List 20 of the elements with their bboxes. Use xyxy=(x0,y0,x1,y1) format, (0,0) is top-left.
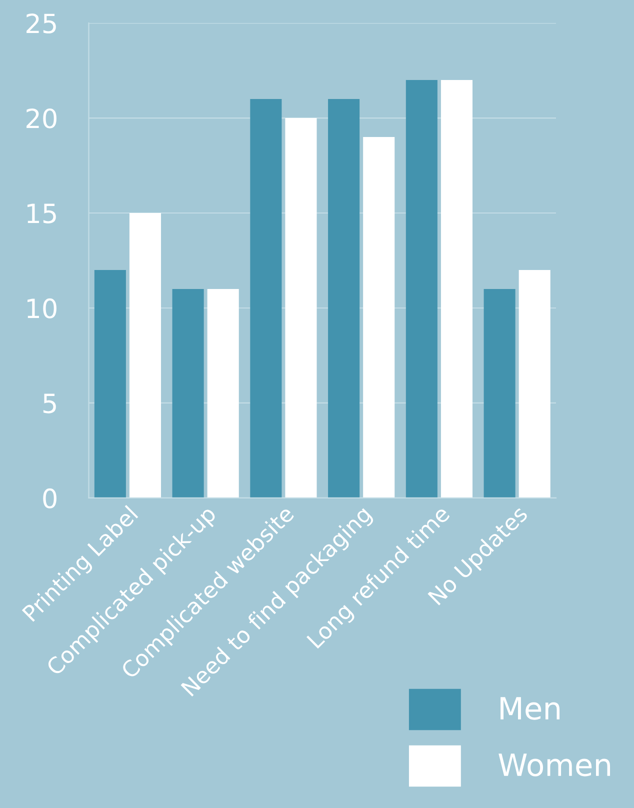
bar xyxy=(484,288,516,498)
bar xyxy=(94,270,126,498)
legend-label: Women xyxy=(498,754,610,776)
y-tick-label: 10 xyxy=(28,298,56,318)
bar xyxy=(440,80,472,498)
bar xyxy=(207,288,239,498)
legend-label: Men xyxy=(500,697,560,720)
bar xyxy=(406,80,438,498)
y-tick-label: 0 xyxy=(43,488,56,508)
y-tick-label: 20 xyxy=(26,108,56,128)
y-tick-label: 15 xyxy=(28,204,56,224)
bar xyxy=(518,270,550,498)
bar xyxy=(328,99,360,498)
bar xyxy=(250,99,282,498)
bar xyxy=(172,288,204,498)
bar xyxy=(129,213,161,498)
y-tick-label: 25 xyxy=(26,13,56,34)
bar xyxy=(285,118,317,498)
y-tick-label: 5 xyxy=(43,394,56,414)
bar xyxy=(363,137,395,498)
